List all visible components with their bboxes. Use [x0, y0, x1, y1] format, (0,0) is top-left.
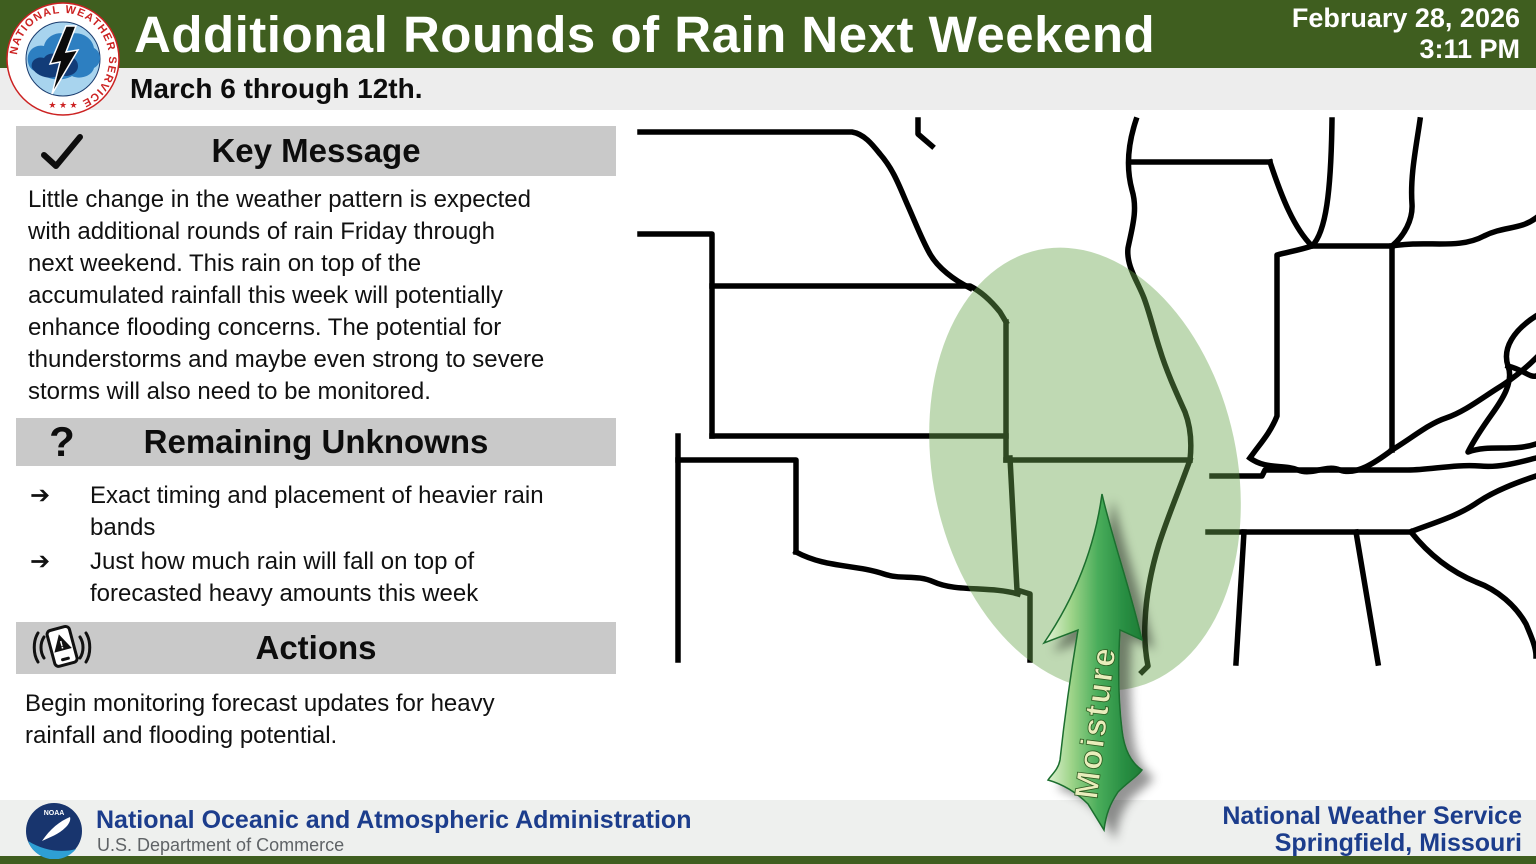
office-block: National Weather Service Springfield, Mi… [1222, 803, 1522, 857]
svg-text:!: ! [59, 639, 66, 652]
moisture-arrow: Moisture [1042, 493, 1144, 833]
check-icon [16, 131, 108, 171]
state-outline-map [637, 116, 1536, 691]
list-item-text: Exact timing and placement of heavier ra… [90, 482, 544, 541]
remaining-unknowns-list: ➔ Exact timing and placement of heavier … [16, 480, 616, 612]
moisture-arrow-shape [1042, 493, 1144, 833]
remaining-unknowns-header-bar: ? Remaining Unknowns [16, 418, 616, 466]
arrow-bullet-icon: ➔ [30, 482, 51, 509]
rain-highlight-ellipse [929, 247, 1241, 691]
key-message-heading: Key Message [211, 132, 421, 169]
question-glyph: ? [49, 418, 75, 465]
date-text: February 28, 2026 [1291, 3, 1520, 33]
noaa-logo-label: NOAA [44, 810, 65, 817]
subtitle-strip [0, 68, 1536, 110]
noaa-department: U.S. Department of Commerce [97, 835, 345, 855]
remaining-unknowns-heading: Remaining Unknowns [143, 423, 489, 460]
phone-alert-icon: ! [16, 621, 108, 675]
noaa-logo-icon: NOAA [26, 803, 82, 859]
office-line2: Springfield, Missouri [1274, 829, 1522, 857]
actions-header-bar: ! Actions [16, 622, 616, 674]
actions-body: Begin monitoring forecast updates for he… [25, 690, 495, 749]
office-line1: National Weather Service [1222, 802, 1522, 830]
arrow-bullet-icon: ➔ [30, 548, 51, 575]
time-text: 3:11 PM [1419, 34, 1520, 64]
list-item: ➔ Just how much rain will fall on top of… [16, 546, 616, 610]
subtitle-text: March 6 through 12th. [130, 73, 423, 104]
list-item: ➔ Exact timing and placement of heavier … [16, 480, 616, 544]
noaa-agency-name: National Oceanic and Atmospheric Adminis… [96, 806, 692, 834]
header-bar [0, 0, 1536, 68]
key-message-body: Little change in the weather pattern is … [28, 186, 545, 405]
list-item-text: Just how much rain will fall on top of f… [90, 548, 479, 607]
bottom-accent-bar [0, 856, 1536, 864]
footer-bar [0, 800, 1536, 856]
nws-logo-stars: ★ ★ ★ [48, 100, 77, 110]
actions-heading: Actions [255, 629, 377, 666]
nws-logo-icon: NATIONAL WEATHER SERVICE ★ ★ ★ [6, 2, 120, 116]
key-message-header-bar: Key Message [16, 126, 616, 176]
page-title: Additional Rounds of Rain Next Weekend [134, 6, 1156, 63]
datetime-block: February 28, 2026 3:11 PM [1292, 3, 1520, 65]
question-icon: ? [16, 421, 108, 463]
